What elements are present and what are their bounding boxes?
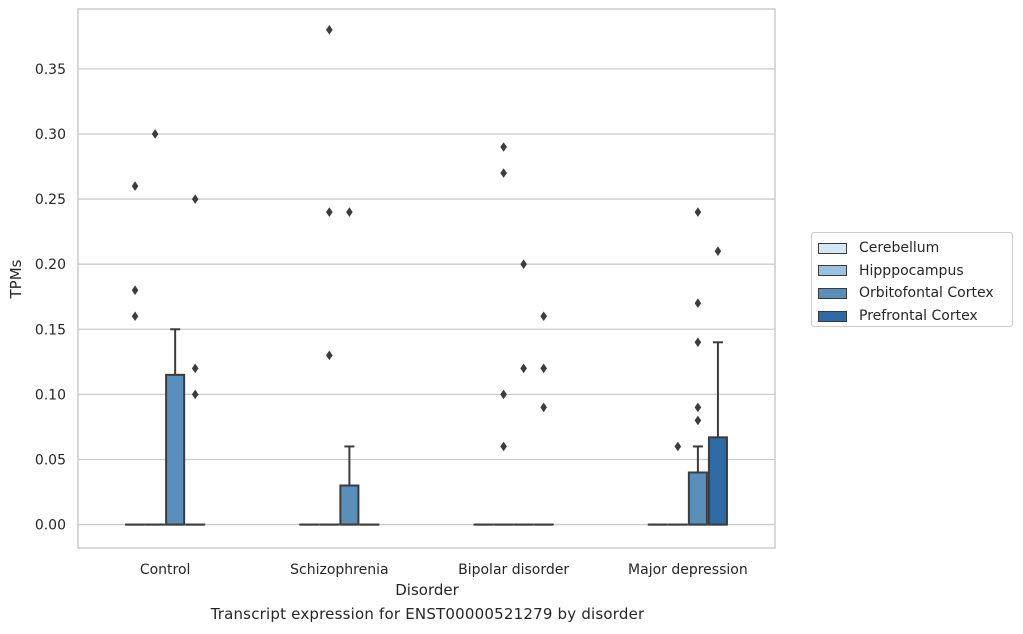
outliers	[131, 25, 722, 452]
outlier-point	[191, 389, 199, 400]
outlier-point	[520, 259, 527, 269]
y-tick-label: 0.15	[35, 322, 66, 338]
outlier-point	[540, 311, 547, 322]
outlier-point	[714, 246, 722, 256]
y-tick-labels: 0.00 0.05 0.10 0.15 0.20 0.25 0.30 0.35	[35, 62, 66, 534]
x-axis-title: Disorder	[395, 581, 459, 599]
outlier-point	[694, 298, 702, 309]
y-tick-label: 0.30	[35, 127, 66, 143]
x-tick-label: Schizophrenia	[290, 562, 388, 578]
y-tick-label: 0.20	[35, 257, 66, 273]
outlier-point	[500, 142, 507, 152]
y-tick-label: 0.00	[35, 518, 66, 534]
boxes	[125, 328, 728, 526]
outlier-point	[191, 194, 199, 204]
y-axis-title: TPMs	[7, 259, 25, 299]
outlier-point	[151, 129, 159, 139]
y-tick-label: 0.10	[35, 387, 66, 403]
outlier-point	[346, 207, 353, 217]
legend-label: Cerebellum	[859, 240, 940, 257]
outlier-point	[694, 402, 702, 413]
legend: Cerebellum Hipppocampus Orbitofontal Cor…	[811, 232, 1013, 327]
outlier-point	[500, 168, 507, 178]
outlier-point	[131, 285, 139, 296]
legend-label: Orbitofontal Cortex	[859, 285, 994, 302]
x-tick-label: Control	[140, 562, 191, 578]
x-tick-labels: Control Schizophrenia Bipolar disorder Majo…	[140, 562, 748, 578]
box	[339, 484, 360, 526]
legend-item-hippocampus: Hipppocampus	[818, 260, 1012, 283]
y-tick-label: 0.35	[35, 62, 66, 78]
box	[687, 471, 708, 526]
x-tick-label: Bipolar disorder	[458, 562, 569, 578]
legend-swatch	[818, 287, 847, 299]
outlier-point	[540, 363, 547, 374]
box	[707, 436, 728, 526]
outlier-point	[131, 181, 139, 191]
outlier-point	[520, 363, 527, 374]
outlier-point	[694, 337, 702, 348]
legend-label: Hipppocampus	[859, 262, 964, 279]
outlier-point	[131, 311, 139, 322]
legend-item-orbitofrontal-cortex: Orbitofontal Cortex	[818, 282, 1012, 305]
legend-swatch	[818, 265, 847, 277]
outlier-point	[674, 441, 682, 452]
outlier-point	[500, 389, 507, 400]
outlier-point	[694, 415, 702, 426]
outlier-point	[326, 25, 333, 35]
plot-area	[77, 8, 776, 549]
y-tick-label: 0.05	[35, 452, 66, 468]
outlier-point	[326, 207, 333, 217]
legend-item-cerebellum: Cerebellum	[818, 237, 1012, 260]
box	[165, 373, 186, 526]
x-tick-label: Major depression	[628, 562, 748, 578]
outlier-point	[326, 350, 333, 361]
legend-swatch	[818, 242, 847, 254]
legend-label: Prefrontal Cortex	[859, 308, 978, 325]
figure-caption: Transcript expression for ENST0000052127…	[210, 605, 645, 623]
legend-item-prefrontal-cortex: Prefrontal Cortex	[818, 305, 1012, 328]
outlier-point	[500, 441, 507, 452]
outlier-point	[191, 363, 199, 374]
y-tick-label: 0.25	[35, 192, 66, 208]
outlier-point	[540, 402, 547, 413]
legend-swatch	[818, 310, 847, 322]
outlier-point	[694, 207, 702, 217]
